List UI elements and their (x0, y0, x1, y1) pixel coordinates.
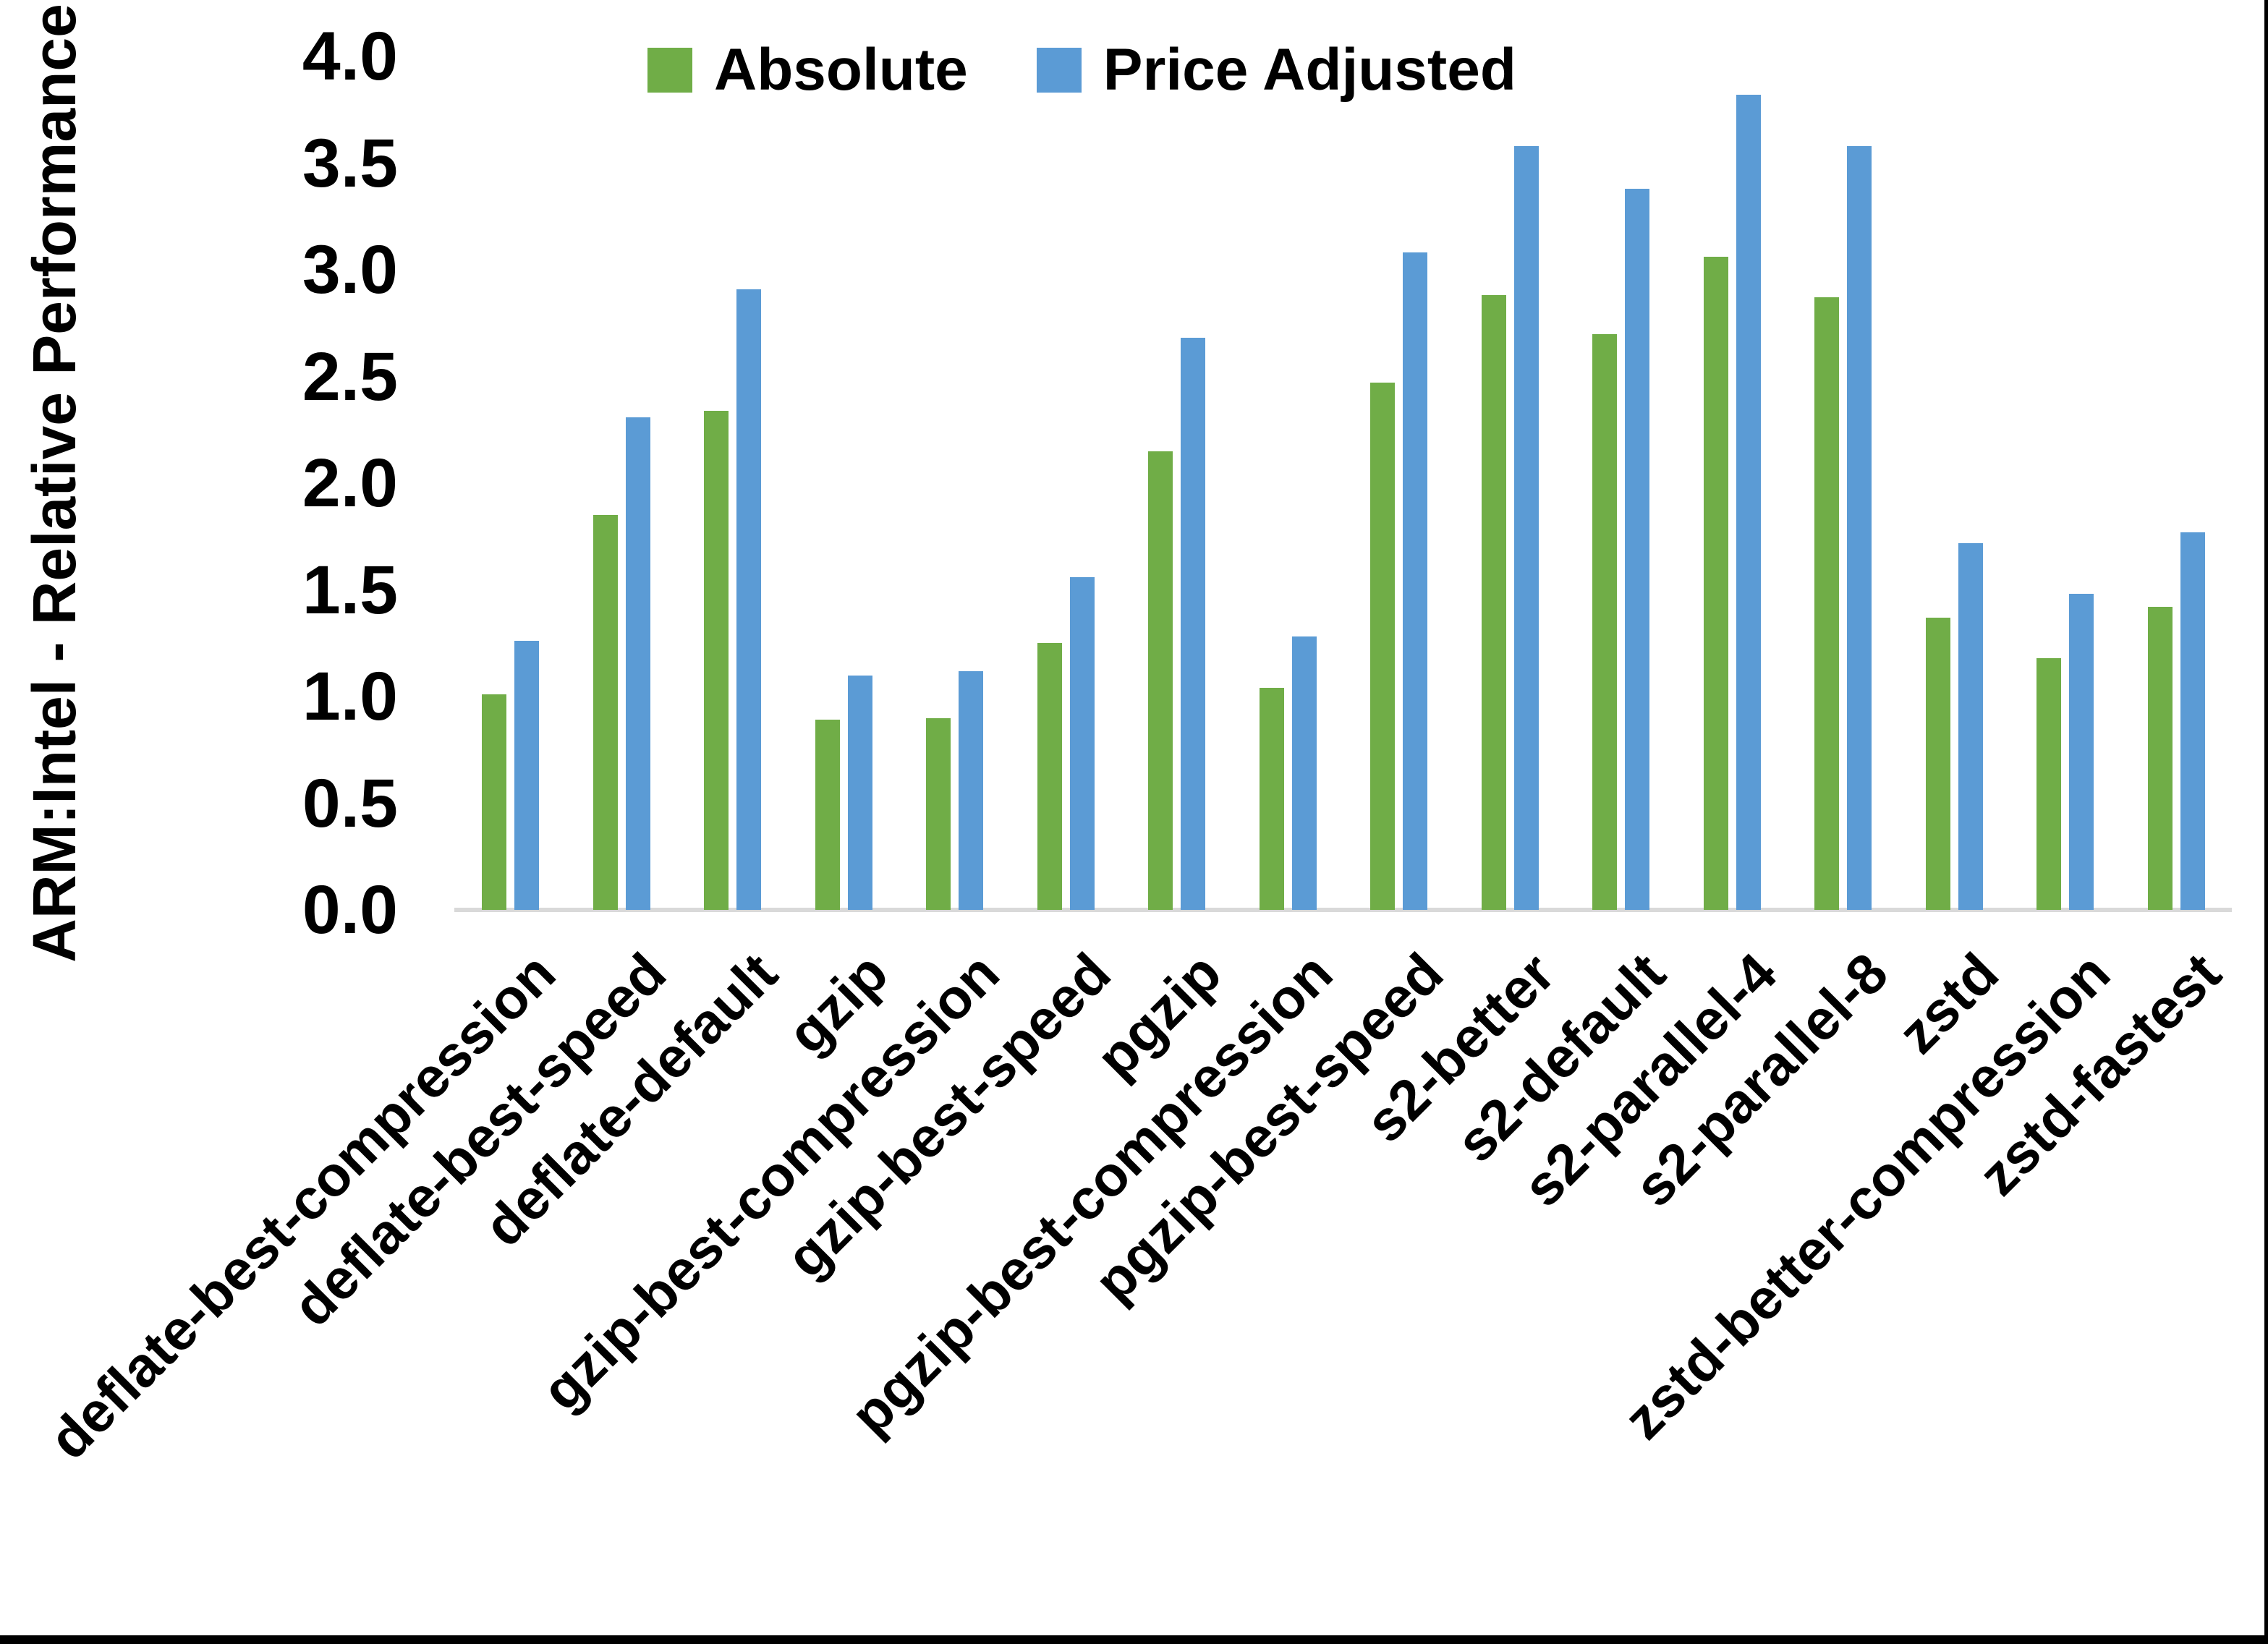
bar-absolute-s2-default (1592, 333, 1618, 910)
bar-group-zstd-fastest (2121, 56, 2233, 910)
bar-absolute-zstd-better-compression (2036, 657, 2062, 910)
bar-absolute-gzip-best-compression (926, 717, 951, 910)
bar-group-gzip (789, 56, 900, 910)
y-tick-label-3.5: 3.5 (302, 124, 398, 202)
bar-price-adjusted-zstd-fastest (2180, 532, 2205, 910)
bar-absolute-deflate-best-compression (482, 694, 507, 910)
y-tick-label-4.0: 4.0 (302, 18, 398, 95)
y-tick-label-0.0: 0.0 (302, 872, 398, 948)
bar-group-gzip-best-speed (1011, 56, 1122, 910)
bar-group-pgzip-best-compression (1233, 56, 1344, 910)
legend-label-price-adjusted: Price Adjusted (1103, 37, 1516, 103)
y-axis-title: ARM:Intel - Relative Performance (20, 4, 88, 963)
bar-absolute-pgzip-best-compression (1259, 688, 1284, 910)
legend-swatch-absolute (647, 48, 692, 93)
legend-swatch-price-adjusted (1036, 48, 1082, 93)
bar-absolute-pgzip-best-speed (1370, 383, 1396, 910)
bar-price-adjusted-gzip-best-speed (1069, 576, 1095, 910)
bar-group-s2-default (1566, 56, 1677, 910)
bar-group-deflate-best-speed (566, 56, 678, 910)
plot-area (455, 56, 2232, 910)
bar-price-adjusted-s2-default (1625, 188, 1650, 910)
y-tick-label-0.5: 0.5 (302, 764, 398, 842)
bar-absolute-zstd (1925, 617, 1950, 910)
legend-item-price-adjusted: Price Adjusted (1036, 36, 1516, 104)
bar-price-adjusted-zstd-better-compression (2069, 594, 2094, 910)
bar-price-adjusted-deflate-default (736, 289, 762, 910)
bar-price-adjusted-s2-parallel-8 (1847, 145, 1872, 910)
y-tick-label-3.0: 3.0 (302, 231, 398, 308)
bar-price-adjusted-gzip-best-compression (959, 670, 984, 910)
bar-price-adjusted-pgzip-best-speed (1403, 252, 1428, 910)
legend-item-absolute: Absolute (647, 36, 968, 104)
screenshot-right-edge (2264, 0, 2268, 1644)
bar-group-s2-parallel-4 (1677, 56, 1788, 910)
screenshot-bottom-edge (0, 1635, 2268, 1644)
bar-absolute-deflate-default (704, 410, 729, 910)
bar-absolute-s2-parallel-4 (1703, 257, 1728, 910)
x-axis-baseline (454, 908, 2232, 912)
bar-absolute-pgzip (1148, 451, 1173, 910)
bar-group-deflate-default (677, 56, 789, 910)
bar-absolute-gzip-best-speed (1037, 643, 1062, 910)
bar-group-gzip-best-compression (899, 56, 1011, 910)
bar-group-zstd-better-compression (2010, 56, 2121, 910)
bar-absolute-s2-better (1481, 295, 1506, 910)
bar-price-adjusted-pgzip-best-compression (1291, 636, 1317, 910)
bar-group-deflate-best-compression (455, 56, 566, 910)
bar-group-pgzip-best-speed (1343, 56, 1455, 910)
bar-absolute-zstd-fastest (2147, 607, 2173, 910)
legend-label-absolute: Absolute (714, 37, 968, 103)
bar-price-adjusted-s2-better (1513, 145, 1539, 910)
bar-group-s2-better (1455, 56, 1566, 910)
bar-group-s2-parallel-8 (1788, 56, 1899, 910)
bar-group-pgzip (1121, 56, 1233, 910)
y-tick-label-2.0: 2.0 (302, 445, 398, 521)
y-tick-label-1.5: 1.5 (302, 551, 398, 629)
bar-price-adjusted-deflate-best-speed (625, 417, 650, 910)
y-tick-label-1.0: 1.0 (302, 658, 398, 735)
bar-group-zstd (1899, 56, 2010, 910)
bar-absolute-s2-parallel-8 (1814, 297, 1840, 910)
bar-price-adjusted-deflate-best-compression (514, 641, 540, 910)
y-tick-label-2.5: 2.5 (302, 338, 398, 415)
bar-absolute-gzip (815, 720, 840, 910)
bar-price-adjusted-gzip (847, 675, 872, 910)
bar-absolute-deflate-best-speed (593, 515, 618, 910)
legend: Absolute Price Adjusted (647, 36, 1516, 104)
bar-price-adjusted-pgzip (1181, 338, 1206, 910)
bar-price-adjusted-zstd (1958, 542, 1983, 910)
bar-price-adjusted-s2-parallel-4 (1736, 95, 1761, 910)
